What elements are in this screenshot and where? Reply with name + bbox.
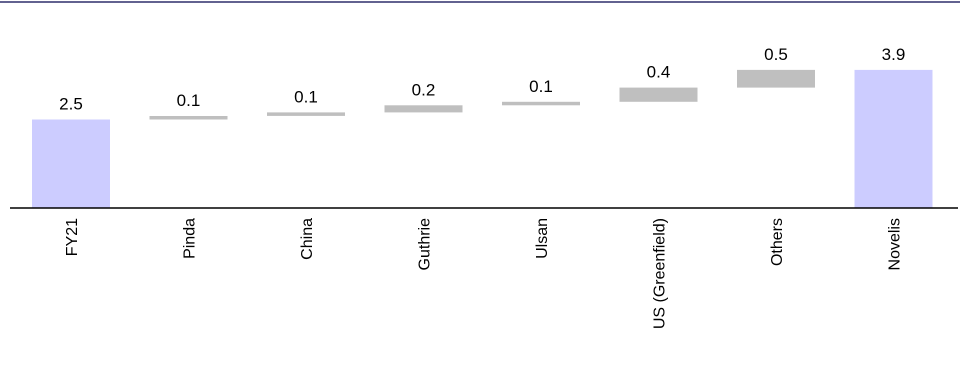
value-label: 0.4 (647, 63, 671, 82)
category-label: Ulsan (534, 218, 551, 259)
bar-novelis (854, 69, 933, 209)
category-label: Pinda (182, 218, 199, 259)
category-label: Others (769, 218, 786, 266)
bar-guthrie (384, 105, 463, 113)
value-labels: 2.5 0.1 0.1 0.2 0.1 0.4 0.5 3.9 (59, 45, 905, 114)
bar-others (737, 69, 815, 88)
category-label: Guthrie (417, 218, 434, 271)
bar-ulsan (502, 101, 580, 106)
category-label: China (299, 218, 316, 260)
category-label: Novelis (887, 218, 904, 270)
value-label: 0.1 (177, 91, 201, 110)
value-label: 2.5 (59, 95, 83, 114)
value-label: 3.9 (882, 45, 906, 64)
bars-layer (32, 69, 933, 209)
bar-china (267, 112, 345, 116)
category-label: US (Greenfield) (652, 218, 669, 329)
category-labels: FY21 Pinda China Guthrie Ulsan US (Greenfield… (64, 218, 904, 329)
value-label: 0.2 (412, 80, 436, 99)
bar-fy21 (32, 119, 110, 208)
value-label: 0.5 (764, 45, 788, 64)
category-label: FY21 (64, 218, 81, 256)
bar-pinda (149, 116, 228, 120)
value-label: 0.1 (529, 77, 553, 96)
value-label: 0.1 (294, 87, 318, 106)
bar-us-greenfield (619, 87, 698, 102)
